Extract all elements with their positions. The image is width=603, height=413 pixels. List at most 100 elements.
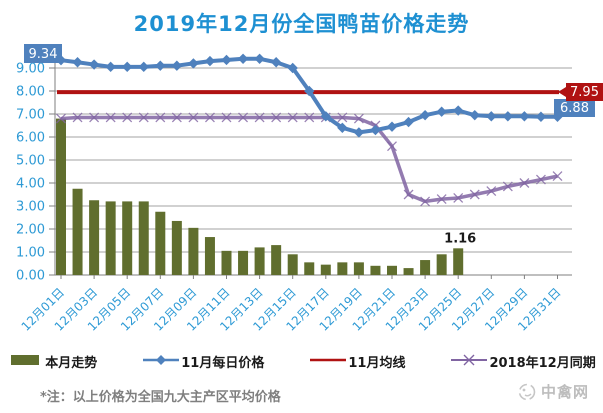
- x-marker: [287, 112, 298, 123]
- avg-label-pointer: [558, 87, 566, 97]
- bar: [204, 237, 215, 275]
- diamond-marker: [254, 53, 265, 64]
- footnote: *注：以上价格为全国九大主产区平均价格: [40, 390, 281, 405]
- chart-legend: 本月走势 11月每日价格 11月均线 2018年12月同期: [0, 352, 603, 371]
- y-tick-label: 1.00: [16, 246, 45, 261]
- y-tick-label: 5.00: [16, 154, 45, 169]
- x-marker: [453, 192, 464, 203]
- bar-series-current-month: [56, 118, 464, 275]
- diamond-marker: [519, 111, 530, 122]
- y-tick-label: 7.00: [16, 108, 45, 123]
- y-tick-label: 2.00: [16, 223, 45, 238]
- diamond-marker: [535, 111, 547, 122]
- diamond-marker: [502, 111, 514, 122]
- bar: [72, 188, 83, 275]
- bar: [337, 262, 348, 275]
- legend-label: 本月走势: [45, 356, 98, 371]
- line-x-swatch-icon: [451, 352, 488, 371]
- legend-label: 2018年12月同期: [489, 356, 596, 371]
- label-day31-price-text: 6.88: [560, 101, 589, 116]
- diamond-marker: [155, 60, 166, 71]
- diamond-marker: [337, 122, 348, 133]
- bar: [453, 248, 464, 275]
- bar: [56, 118, 66, 275]
- bar: [155, 211, 166, 275]
- site-logo-icon: [518, 383, 536, 400]
- diamond-marker: [419, 109, 431, 121]
- x-marker: [271, 112, 282, 123]
- diamond-marker: [320, 111, 331, 122]
- dec-2018-line: [60, 115, 558, 204]
- watermark-text: 中禽网: [540, 383, 589, 401]
- price-chart-plot: 0.00 1.00 2.00 3.00 4.00 5.00 6.00 7.00 8.00 9.00…: [16, 44, 603, 334]
- bar: [387, 265, 397, 275]
- x-marker: [238, 112, 249, 123]
- label-bar-peak: 1.16: [444, 231, 476, 246]
- label-day1-price-text: 9.34: [29, 47, 58, 62]
- bar: [138, 201, 149, 275]
- y-tick-label: 9.00: [16, 62, 45, 77]
- label-nov-average-box: [566, 83, 603, 101]
- label-day31-price: 6.88: [554, 99, 595, 117]
- y-tick-label: 4.00: [16, 177, 45, 192]
- x-marker: [304, 112, 315, 123]
- legend-item-current-month: 本月走势: [7, 352, 97, 371]
- x-marker: [535, 174, 546, 185]
- line-swatch-icon: [310, 352, 347, 371]
- label-day31-price-box: [554, 99, 595, 117]
- diamond-marker: [386, 121, 398, 132]
- x-marker: [105, 112, 116, 123]
- diamond-key: [156, 355, 167, 365]
- x-marker: [469, 189, 480, 200]
- line-diamond-swatch-icon: [143, 352, 180, 371]
- diamond-marker: [469, 109, 480, 121]
- x-marker: [122, 112, 133, 123]
- bar: [420, 260, 431, 275]
- y-tick-label: 6.00: [16, 131, 45, 146]
- diamond-marker: [171, 60, 183, 71]
- x-marker: [72, 112, 83, 123]
- bar: [353, 262, 364, 275]
- x-key: [463, 354, 475, 366]
- x-marker: [188, 112, 199, 123]
- diamond-marker: [188, 58, 199, 69]
- x-marker: [171, 112, 182, 123]
- bar: [403, 268, 414, 275]
- diamond-marker: [237, 53, 249, 64]
- x-marker: [387, 141, 397, 152]
- y-tick-label: 8.00: [16, 85, 45, 100]
- diamond-marker: [88, 59, 100, 70]
- diamond-marker: [122, 61, 133, 73]
- x-marker: [204, 112, 215, 123]
- label-day1-price-box: [24, 44, 62, 63]
- diamond-marker: [353, 127, 365, 138]
- diamond-marker: [304, 85, 315, 97]
- nov-daily-diamond-markers: [55, 53, 563, 138]
- bar: [304, 262, 315, 275]
- label-day1-price: 9.34: [24, 44, 62, 63]
- bar: [188, 227, 199, 275]
- bar: [436, 254, 447, 275]
- x-marker: [552, 171, 563, 182]
- x-marker: [56, 113, 66, 124]
- label-nov-average: 7.95: [566, 83, 603, 101]
- x-marker: [155, 112, 166, 123]
- bar: [221, 250, 232, 275]
- diamond-marker: [436, 106, 447, 117]
- diamond-marker: [453, 105, 464, 116]
- diamond-marker: [221, 54, 232, 66]
- x-marker: [403, 189, 414, 200]
- diamond-marker: [72, 57, 83, 68]
- x-marker: [337, 112, 348, 123]
- x-marker: [254, 112, 265, 123]
- x-marker: [89, 112, 100, 123]
- x-marker: [486, 186, 497, 197]
- dec-2018-x-markers: [56, 112, 563, 207]
- legend-item-nov-average: 11月均线: [310, 352, 405, 371]
- x-marker: [502, 181, 513, 192]
- bar: [171, 220, 182, 275]
- bar: [320, 264, 331, 275]
- x-marker: [519, 178, 530, 188]
- bar: [238, 250, 249, 275]
